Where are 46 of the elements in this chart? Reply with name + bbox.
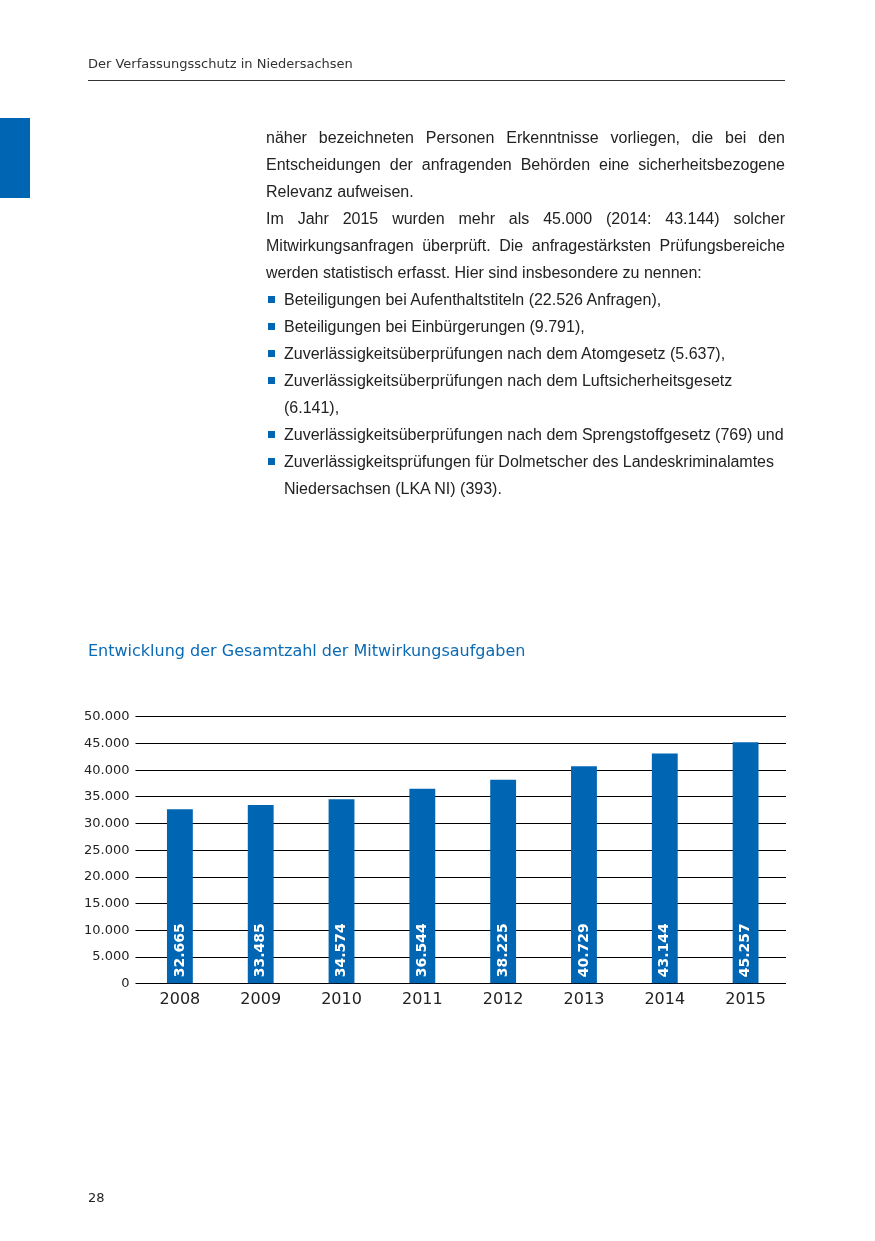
bar bbox=[732, 742, 759, 984]
bar bbox=[247, 804, 274, 984]
data-label: 36.544 bbox=[412, 923, 429, 978]
data-label: 45.257 bbox=[736, 923, 753, 978]
y-tick-label: 45.000 bbox=[83, 734, 130, 750]
data-label: 34.574 bbox=[332, 923, 349, 978]
data-label: 40.729 bbox=[574, 923, 591, 978]
x-tick-label: 2011 bbox=[401, 988, 443, 1008]
text: Zuverlässigkeitsüberprüfungen nach dem Sprengstoffgesetz (769) und bbox=[284, 425, 785, 445]
text: Zuverlässigkeitsüberprüfungen nach dem Luftsicherheitsgesetz (6.141), bbox=[284, 371, 734, 418]
x-tick-label: 2013 bbox=[563, 988, 605, 1008]
x-tick-label: 2014 bbox=[644, 988, 686, 1008]
text: 28 bbox=[88, 1190, 105, 1205]
y-tick-label: 0 bbox=[121, 975, 130, 991]
chart-title: Entwicklung der Gesamtzahl der Mitwirkungsaufgaben bbox=[88, 641, 526, 660]
data-label: 38.225 bbox=[493, 923, 510, 978]
y-tick-label: 20.000 bbox=[83, 868, 130, 884]
data-label: 33.485 bbox=[251, 923, 268, 978]
text: Beteiligungen bei Einbürgerungen (9.791), bbox=[284, 317, 586, 337]
bar bbox=[328, 799, 355, 984]
bar bbox=[651, 753, 678, 984]
text: Zuverlässigkeitsüberprüfungen nach dem Atomgesetz (5.637), bbox=[284, 344, 727, 364]
bar bbox=[571, 766, 597, 984]
bar bbox=[490, 779, 517, 984]
text: näher bezeichneten Personen Erkenntnisse vorliegen, die bei den Entscheidungen der anfragenden Behörden eine sicherheitsbezogene Relevanz aufweisen. bbox=[266, 128, 785, 202]
x-tick-label: 2008 bbox=[159, 988, 201, 1008]
y-tick-label: 10.000 bbox=[83, 921, 130, 937]
y-tick-label: 25.000 bbox=[83, 841, 130, 857]
x-tick-label: 2009 bbox=[240, 988, 282, 1008]
y-tick-label: 50.000 bbox=[83, 708, 130, 724]
x-tick-label: 2010 bbox=[321, 988, 362, 1008]
text: Beteiligungen bei Aufenthaltstiteln (22.526 Anfragen), bbox=[284, 290, 663, 310]
y-tick-label: 40.000 bbox=[83, 761, 130, 777]
y-tick-label: 15.000 bbox=[83, 895, 130, 911]
y-tick-label: 35.000 bbox=[83, 788, 130, 804]
y-tick-label: 30.000 bbox=[83, 814, 130, 830]
data-label: 32.665 bbox=[170, 923, 187, 978]
x-tick-label: 2015 bbox=[725, 988, 766, 1008]
text: Im Jahr 2015 wurden mehr als 45.000 (2014: 43.144) solcher Mitwirkungsanfragen überprüft. Die anfragestärksten Prüfungsbereiche werden statistisch erfasst. Hier sind insbesondere zu nennen: bbox=[266, 209, 785, 283]
text: Zuverlässigkeitsprüfungen für Dolmetscher des Landeskriminalamtes Niedersachsen (LKA NI) (393). bbox=[284, 452, 775, 499]
bar bbox=[166, 809, 193, 984]
x-tick-label: 2012 bbox=[482, 988, 524, 1008]
bar bbox=[409, 788, 436, 984]
y-tick-label: 5.000 bbox=[92, 948, 130, 964]
data-label: 43.144 bbox=[655, 923, 672, 978]
text: Der Verfassungsschutz in Niedersachsen bbox=[88, 56, 353, 71]
